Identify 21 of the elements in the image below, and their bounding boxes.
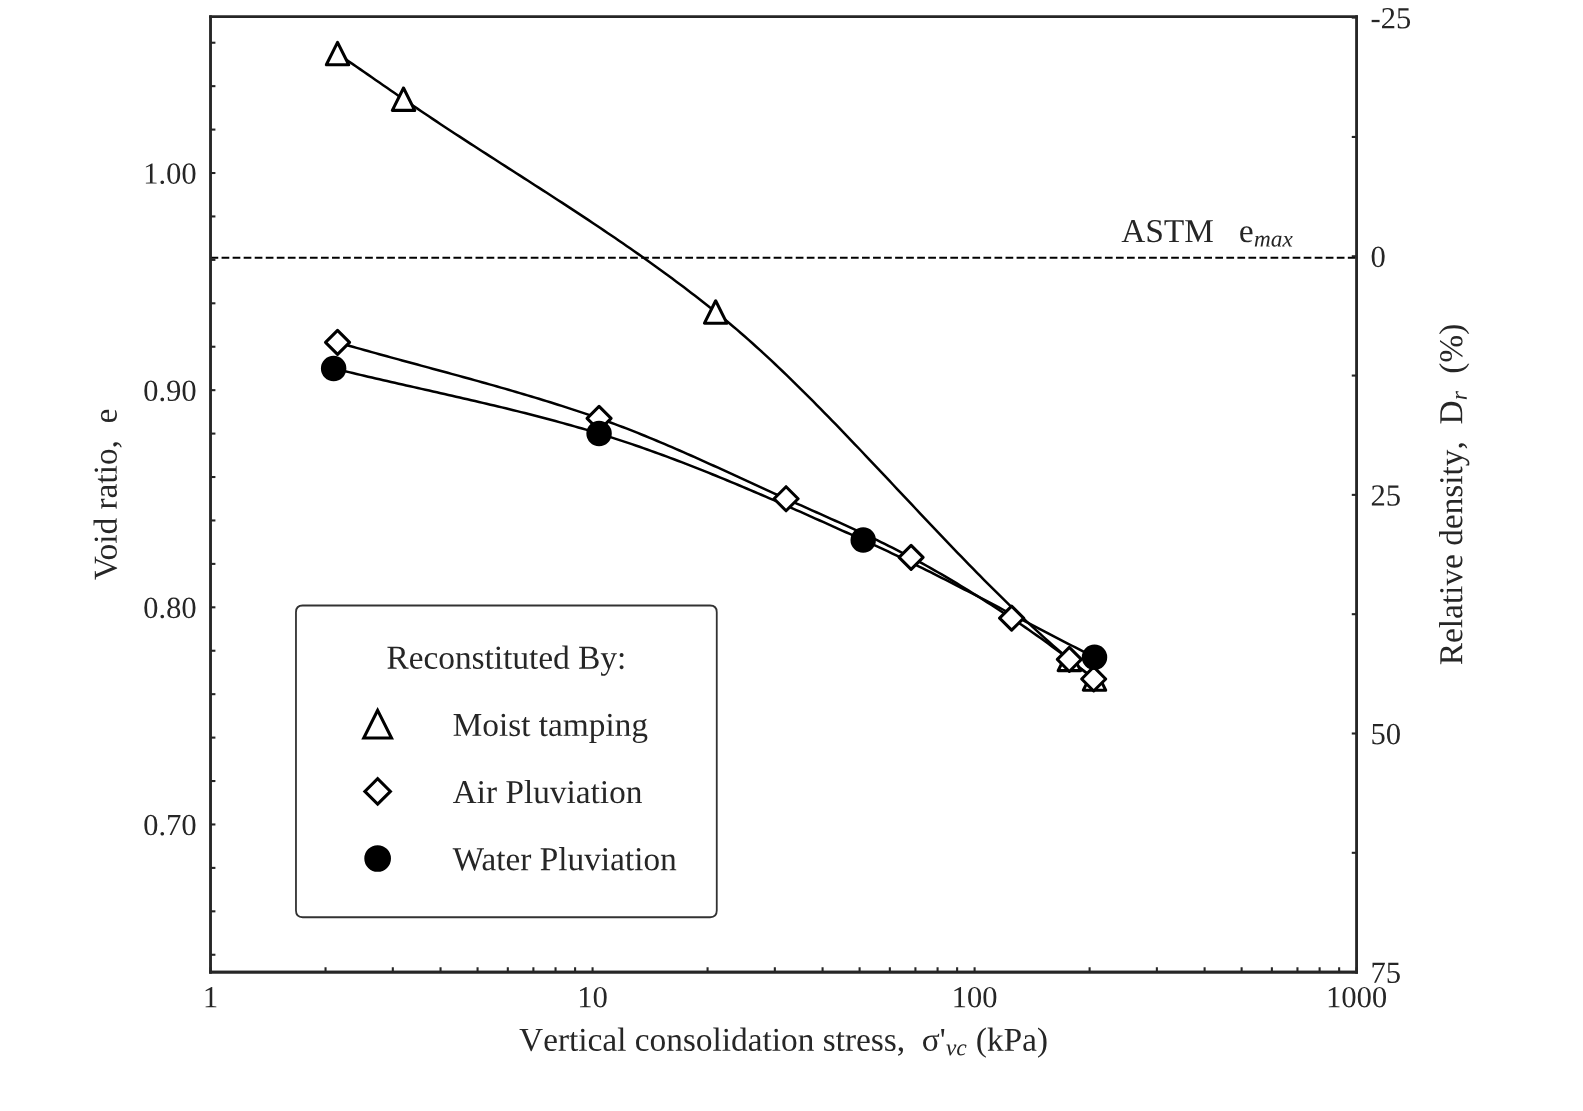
- y-tick-label: 1.00: [145, 163, 196, 185]
- legend-label: Water Pluviation: [452, 847, 677, 871]
- y-tick-label: 0.70: [144, 814, 196, 836]
- ref-line-label: ASTM e$_{max}$: [1121, 219, 1293, 247]
- y2-tick-label: -25: [1371, 7, 1411, 29]
- legend-label: Air Pluviation: [452, 779, 642, 804]
- y-axis-title: Void ratio, e: [93, 409, 122, 580]
- y2-tick-label: 75: [1372, 962, 1400, 984]
- legend-label: Moist tamping: [453, 713, 648, 744]
- y2-axis-title: Relative density, D$_{r}$ (%): [1439, 325, 1470, 665]
- y-tick-label: 0.90: [144, 380, 196, 402]
- x-tick-label: 1000: [1328, 986, 1387, 1008]
- y2-tick-label: 0: [1371, 246, 1385, 268]
- y2-tick-label: 25: [1371, 485, 1400, 506]
- legend-title: Reconstituted By:: [387, 645, 624, 676]
- y2-tick-label: 50: [1372, 723, 1400, 745]
- x-tick-label: 1: [205, 987, 217, 1008]
- x-tick-label: 100: [954, 986, 997, 1008]
- x-tick-label: 10: [579, 986, 607, 1008]
- y-tick-label: 0.80: [144, 597, 196, 619]
- x-axis-title: Vertical consolidation stress, σ'$_{vc}$ (kPa): [519, 1027, 1047, 1058]
